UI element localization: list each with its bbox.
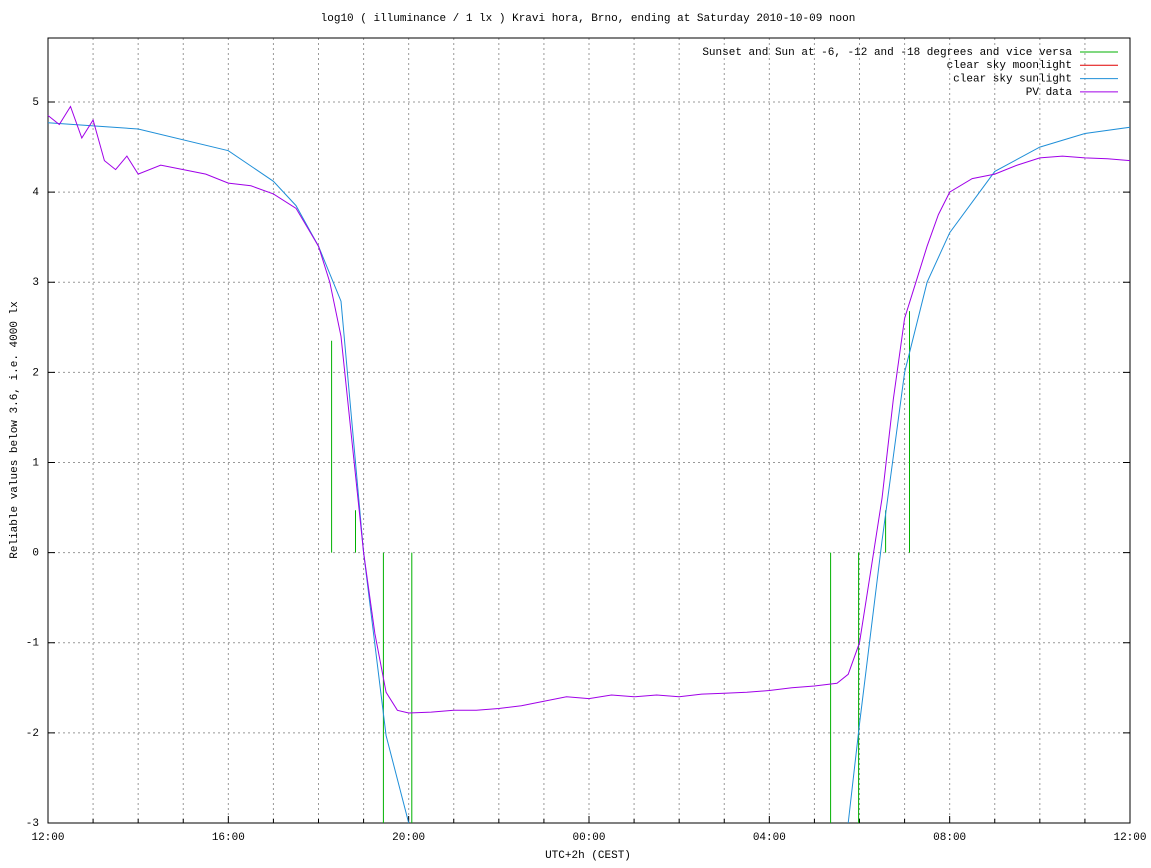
legend-label: clear sky moonlight <box>947 60 1072 72</box>
x-tick-label: 08:00 <box>933 832 966 844</box>
y-axis-label: Reliable values below 3.6, i.e. 4000 lx <box>9 301 21 559</box>
x-tick-label: 12:00 <box>1113 832 1146 844</box>
series-line <box>47 105 1131 714</box>
y-tick-label: 5 <box>32 97 39 109</box>
plot-frame <box>47 37 1131 824</box>
y-tick-label: 4 <box>32 187 39 199</box>
x-axis-label: UTC+2h (CEST) <box>545 850 631 862</box>
y-tick-label: 3 <box>32 277 39 289</box>
x-tick-label: 20:00 <box>392 832 425 844</box>
y-tick-label: 0 <box>32 548 39 560</box>
y-tick-label: 1 <box>32 457 39 469</box>
series-line <box>847 126 1131 824</box>
y-tick-label: -3 <box>26 818 39 830</box>
y-tick-label: -1 <box>26 638 40 650</box>
legend-label: PV data <box>1026 87 1073 99</box>
x-tick-label: 12:00 <box>31 832 64 844</box>
legend-label: Sunset and Sun at -6, -12 and -18 degree… <box>702 47 1072 59</box>
chart-title: log10 ( illuminance / 1 lx ) Kravi hora,… <box>321 13 856 25</box>
x-tick-label: 00:00 <box>572 832 605 844</box>
x-tick-label: 04:00 <box>753 832 786 844</box>
y-tick-label: -2 <box>26 728 39 740</box>
legend-label: clear sky sunlight <box>953 74 1072 86</box>
x-tick-label: 16:00 <box>212 832 245 844</box>
y-tick-label: 2 <box>32 367 39 379</box>
series-line <box>47 122 410 824</box>
